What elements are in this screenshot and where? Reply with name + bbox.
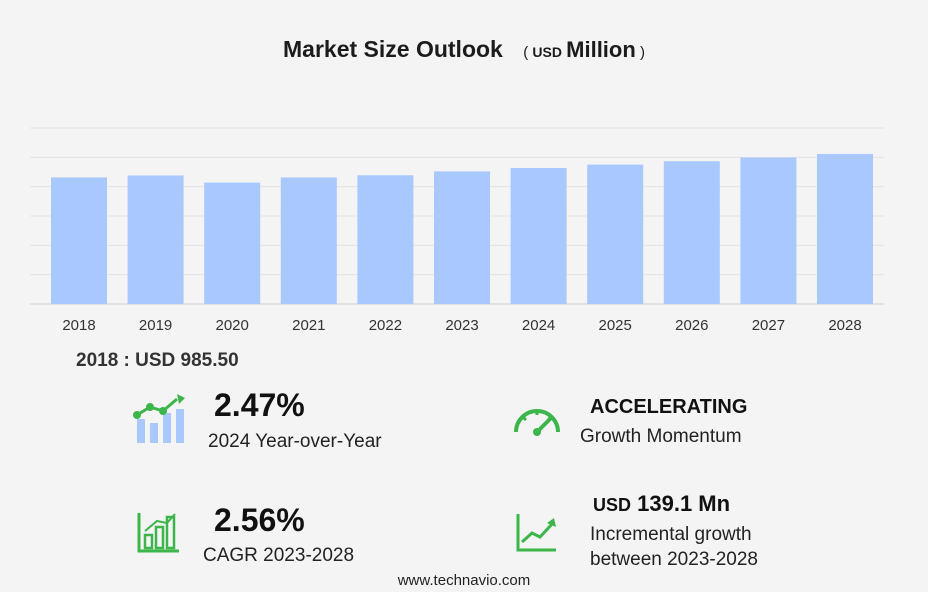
x-tick-label: 2018 — [62, 317, 95, 334]
chart-unit: ( USD Million ) — [523, 37, 645, 62]
base-year-value: 2018 : USD 985.50 — [76, 350, 239, 371]
bar-2018 — [51, 177, 107, 304]
bar-2028 — [817, 153, 873, 304]
paren-close: ) — [639, 44, 645, 61]
x-tick-label: 2026 — [675, 317, 708, 334]
x-tick-label: 2019 — [139, 317, 172, 334]
yoy-label: 2024 Year-over-Year — [208, 431, 382, 452]
bar-2024 — [510, 167, 567, 304]
x-tick-label: 2027 — [752, 317, 785, 334]
unit-small: USD — [532, 44, 562, 60]
yoy-value: 2.47% — [214, 387, 305, 423]
growth-bars-icon — [133, 394, 185, 443]
cagr-value: 2.56% — [214, 502, 305, 538]
chart-title: Market Size Outlook ( USD Million ) — [0, 36, 928, 63]
bar-2027 — [740, 157, 797, 304]
unit-big: Million — [566, 37, 636, 62]
trend-line-icon — [516, 514, 556, 552]
bar-2023 — [434, 171, 490, 304]
chart-title-main: Market Size Outlook — [283, 36, 503, 62]
incremental-amount: 139.1 Mn — [637, 491, 731, 516]
speedometer-icon — [514, 409, 560, 436]
x-tick-label: 2020 — [216, 317, 249, 334]
momentum-label: Growth Momentum — [580, 426, 742, 447]
paren-open: ( — [523, 44, 529, 61]
bar-2019 — [127, 175, 184, 304]
bar-2022 — [357, 175, 414, 304]
x-tick-label: 2028 — [828, 317, 861, 334]
bar-2025 — [587, 164, 644, 304]
bar-chart: 2018 2019 2020 2021 2022 2023 2024 2025 2026 2027… — [30, 127, 884, 334]
cagr-label: CAGR 2023-2028 — [203, 545, 355, 566]
x-tick-label: 2025 — [599, 317, 632, 334]
bar-2026 — [663, 161, 720, 304]
incremental-value: USD 139.1 Mn — [593, 491, 730, 517]
x-tick-label: 2024 — [522, 317, 555, 334]
bar-2020 — [204, 182, 261, 304]
momentum-value: ACCELERATING — [590, 396, 748, 418]
incremental-currency: USD — [593, 495, 632, 515]
bar-chart-icon — [137, 513, 179, 553]
incremental-label-1: Incremental growth — [590, 524, 752, 545]
incremental-label-2: between 2023-2028 — [590, 549, 758, 570]
x-tick-label: 2023 — [445, 317, 478, 334]
x-tick-label: 2021 — [292, 317, 325, 334]
bar-2021 — [280, 177, 337, 304]
x-tick-label: 2022 — [369, 317, 402, 334]
footer-url: www.technavio.com — [397, 572, 531, 589]
